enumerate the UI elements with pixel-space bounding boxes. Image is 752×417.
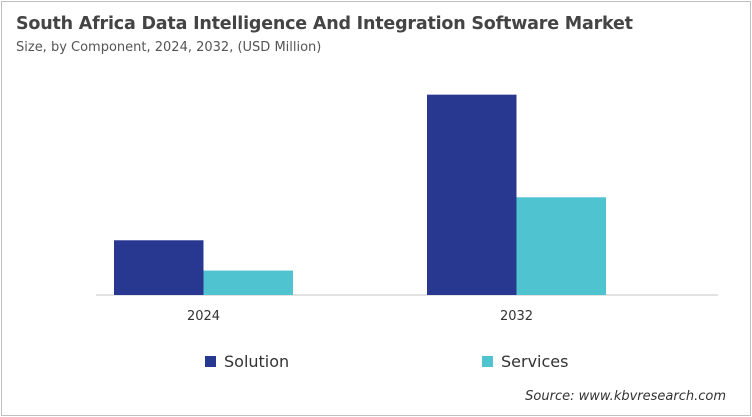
chart-title: South Africa Data Intelligence And Integ…: [16, 14, 633, 34]
legend-label-services: Services: [501, 352, 569, 371]
bar-solution-2032: [427, 94, 517, 295]
bar-services-2032: [516, 197, 606, 295]
legend-label-solution: Solution: [224, 352, 290, 371]
legend-swatch-services: [482, 356, 493, 367]
x-tick-label-2024: 2024: [187, 309, 220, 324]
legend-item-services: Services: [482, 352, 568, 371]
bar-services-2024: [203, 270, 293, 295]
source-note: Source: www.kbvresearch.com: [525, 389, 726, 404]
x-tick-label-2032: 2032: [500, 309, 533, 324]
bar-solution-2024: [114, 240, 204, 295]
chart-subtitle: Size, by Component, 2024, 2032, (USD Mil…: [16, 40, 322, 55]
legend-item-solution: Solution: [205, 352, 289, 371]
legend-swatch-solution: [205, 356, 216, 367]
